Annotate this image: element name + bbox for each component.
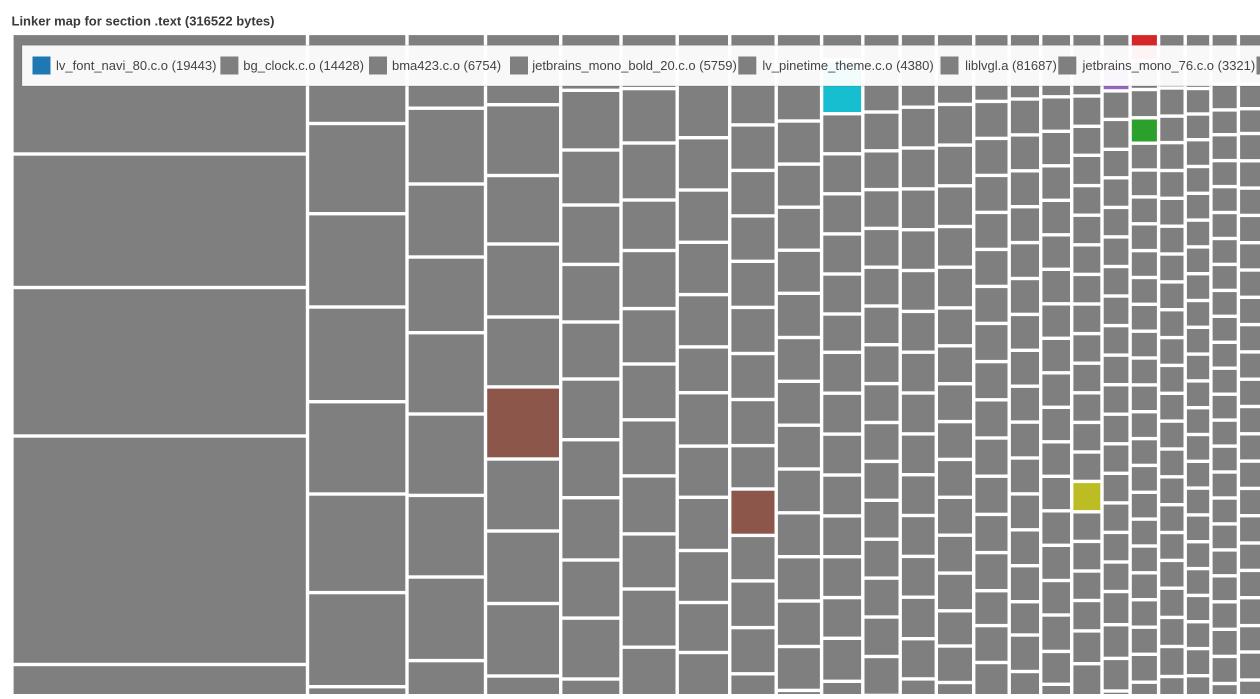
svg-text:bg_clock.c.o (14428): bg_clock.c.o (14428) — [243, 58, 364, 73]
svg-text:lv_font_navi_80.c.o (19443): lv_font_navi_80.c.o (19443) — [56, 58, 216, 73]
svg-text:liblvgl.a (81687): liblvgl.a (81687) — [965, 58, 1057, 73]
svg-text:jetbrains_mono_bold_20.c.o (57: jetbrains_mono_bold_20.c.o (5759) — [531, 58, 737, 73]
svg-text:Linker map for section .text (: Linker map for section .text (316522 byt… — [12, 14, 275, 29]
svg-text:lv_pinetime_theme.c.o (4380): lv_pinetime_theme.c.o (4380) — [762, 58, 933, 73]
svg-text:jetbrains_mono_76.c.o (3321): jetbrains_mono_76.c.o (3321) — [1082, 58, 1256, 73]
svg-text:bma423.c.o (6754): bma423.c.o (6754) — [392, 58, 501, 73]
